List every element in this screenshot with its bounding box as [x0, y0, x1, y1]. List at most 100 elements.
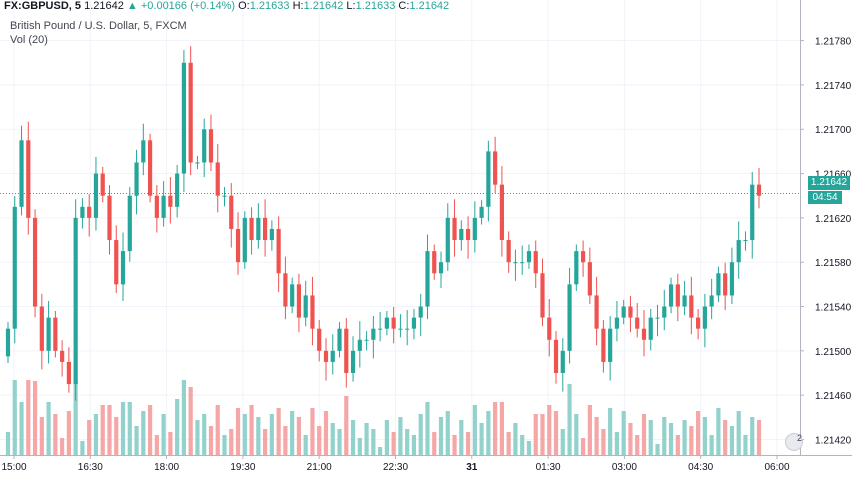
candle-body	[378, 328, 383, 330]
candle-body	[222, 195, 227, 197]
chart-grid	[0, 0, 800, 455]
candle-body	[493, 151, 498, 185]
candle-body	[141, 140, 146, 163]
candle-body	[337, 328, 342, 351]
volume-bar	[202, 414, 207, 455]
volume-bar	[154, 435, 159, 455]
candle-body	[689, 295, 694, 318]
volume-bar	[628, 423, 633, 455]
volume-bar	[364, 423, 369, 455]
candle-body	[418, 306, 423, 318]
candle-body	[540, 273, 545, 318]
volume-bar	[682, 420, 687, 455]
volume-indicator-label[interactable]: Vol (20)	[10, 34, 48, 46]
candle-body	[60, 350, 65, 362]
volume-bar	[100, 405, 105, 455]
close-value: 1.21642	[409, 0, 450, 12]
x-tick-label: 04:30	[688, 462, 713, 473]
x-tick-label: 31	[466, 462, 478, 473]
volume-bar	[310, 408, 315, 455]
volume-bar	[317, 426, 322, 455]
volume-bar	[641, 414, 647, 455]
price-change: ▲ +0.00166 (+0.14%)	[126, 0, 236, 12]
volume-bar	[60, 438, 65, 455]
volume-bar	[465, 432, 471, 455]
volume-bar	[229, 429, 234, 455]
volume-bar	[249, 405, 254, 455]
candle-body	[641, 328, 647, 340]
candle-body	[621, 306, 626, 318]
volume-bar	[276, 408, 281, 455]
volume-bar	[53, 414, 58, 455]
volume-bar	[87, 420, 92, 455]
candle-body	[242, 217, 247, 263]
candle-body	[310, 295, 315, 329]
candle-body	[445, 217, 450, 263]
candle-body	[168, 195, 173, 207]
open-value: 1.21633	[249, 0, 290, 12]
volume-bar	[168, 432, 173, 455]
volume-bar	[215, 405, 220, 455]
volume-bar	[73, 380, 78, 455]
flag-icon[interactable]	[785, 433, 803, 451]
candle-body	[547, 317, 552, 340]
candle-body	[87, 206, 92, 218]
volume-bar	[580, 438, 586, 455]
candle-body	[465, 228, 471, 241]
volume-bar	[587, 405, 592, 455]
close-label: C:	[398, 0, 410, 12]
candle-body	[357, 339, 362, 351]
candle-body	[391, 317, 396, 329]
volume-bar	[689, 426, 694, 455]
candle-body	[668, 284, 674, 307]
candle-body	[736, 240, 741, 263]
volume-bar	[743, 435, 748, 455]
y-tick-label: 1.21540	[815, 303, 852, 314]
volume-bars	[5, 380, 762, 455]
candle-body	[635, 317, 640, 329]
candle-body	[411, 317, 417, 329]
chart-subtitle: British Pound / U.S. Dollar, 5, FXCM	[10, 20, 187, 32]
candle-body	[32, 217, 38, 307]
candle-body	[499, 184, 504, 241]
volume-bar	[181, 380, 187, 455]
candle-body	[743, 240, 748, 242]
y-tick-label: 1.21500	[815, 347, 852, 358]
volume-bar	[750, 417, 755, 455]
volume-bar	[486, 411, 491, 455]
volume-bar	[540, 414, 545, 455]
candlesticks	[5, 46, 762, 401]
volume-bar	[323, 411, 329, 455]
candle-body	[520, 262, 525, 264]
candle-body	[330, 350, 335, 362]
candle-body	[66, 361, 71, 385]
volume-bar	[263, 429, 268, 455]
candle-body	[134, 162, 139, 196]
candle-body	[256, 217, 261, 241]
volume-bar	[675, 435, 680, 455]
candle-body	[513, 262, 518, 264]
candle-body	[229, 195, 234, 229]
volume-bar	[608, 408, 613, 455]
last-price: 1.21642	[84, 0, 124, 12]
volume-bar	[445, 411, 450, 455]
time-axis: 15:00 16:30 18:00 19:30 21:00 22:30 31 01:30 03:…	[0, 455, 852, 473]
volume-bar	[161, 414, 166, 455]
volume-bar	[242, 414, 247, 455]
candle-body	[696, 317, 701, 329]
volume-bar	[391, 432, 396, 455]
x-tick-label: 19:30	[230, 462, 255, 473]
symbol-name[interactable]: FX:GBPUSD, 5	[4, 0, 82, 12]
volume-bar	[357, 438, 362, 455]
volume-bar	[472, 405, 477, 455]
candle-body	[587, 262, 592, 296]
volume-bar	[147, 405, 153, 455]
volume-bar	[398, 417, 403, 455]
volume-bar	[574, 414, 579, 455]
volume-bar	[235, 408, 241, 455]
volume-bar	[648, 420, 653, 455]
candle-body	[19, 140, 24, 207]
volume-bar	[499, 402, 504, 455]
candle-body	[425, 251, 430, 307]
